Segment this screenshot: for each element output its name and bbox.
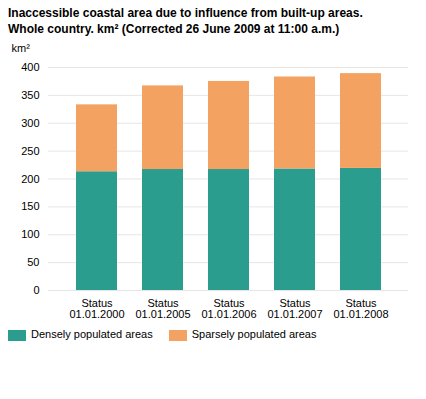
svg-text:Status01.01.2006: Status01.01.2006 — [201, 297, 256, 320]
svg-text:0: 0 — [33, 284, 39, 296]
svg-text:150: 150 — [21, 201, 39, 213]
svg-text:400: 400 — [21, 61, 39, 73]
svg-text:350: 350 — [21, 89, 39, 101]
html-text:Inaccessible coastal area due: Inaccessible coastal area due to influen… — [8, 6, 363, 20]
svg-text:km²: km² — [12, 42, 31, 54]
svg-text:50: 50 — [27, 256, 39, 268]
svg-text:250: 250 — [21, 145, 39, 157]
html-text:Densely populated areas: Densely populated areas — [31, 328, 153, 341]
svg-text:100: 100 — [21, 228, 39, 240]
svg-text:300: 300 — [21, 117, 39, 129]
svg-text:Status01.01.2007: Status01.01.2007 — [267, 297, 322, 320]
svg-text:Status01.01.2000: Status01.01.2000 — [69, 297, 124, 320]
svg-text:200: 200 — [21, 173, 39, 185]
html-text:Sparsely populated areas: Sparsely populated areas — [191, 328, 317, 341]
svg-text:Status01.01.2005: Status01.01.2005 — [135, 297, 190, 320]
html-text:Whole country. km² (Corrected: Whole country. km² (Corrected 26 June 20… — [8, 21, 340, 36]
svg-text:Status01.01.2008: Status01.01.2008 — [333, 297, 388, 320]
